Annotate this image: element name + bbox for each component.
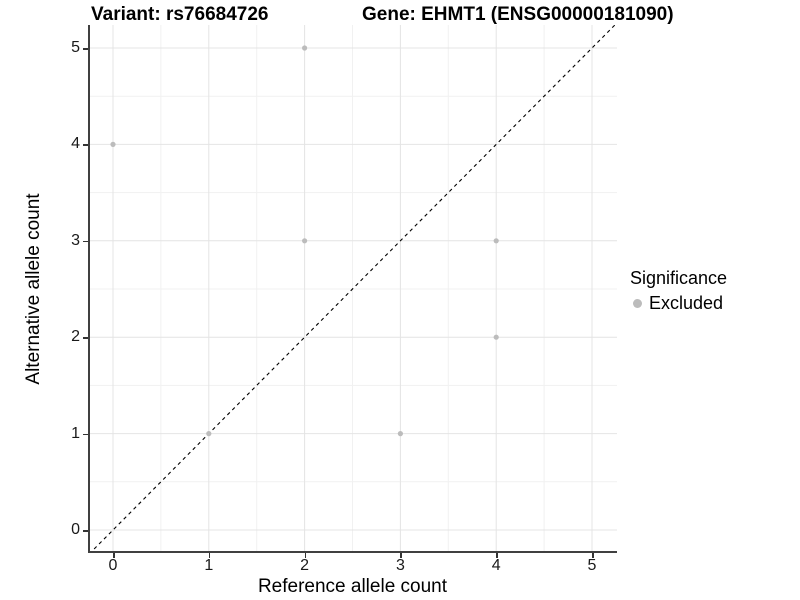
scatter-plot-canvas <box>88 25 617 553</box>
variant-title: Variant: rs76684726 <box>91 4 269 25</box>
x-tick-label: 2 <box>300 557 310 574</box>
y-tick-label: 1 <box>71 424 80 442</box>
data-point <box>397 431 403 437</box>
data-point <box>206 431 212 437</box>
x-axis-title: Reference allele count <box>257 576 448 597</box>
data-point <box>493 238 499 244</box>
gene-title: Gene: EHMT1 (ENSG00000181090) <box>362 4 674 25</box>
excluded-point-icon <box>633 299 642 308</box>
plot-panel <box>88 25 617 553</box>
tick-mark <box>83 337 88 339</box>
x-tick-label: 4 <box>491 557 501 574</box>
tick-mark <box>496 553 498 558</box>
tick-mark <box>592 553 594 558</box>
legend-entry-label: Excluded <box>649 293 724 313</box>
tick-mark <box>83 240 88 243</box>
legend-entry-excluded: Excluded <box>630 293 727 314</box>
y-tick-label: 4 <box>71 135 80 153</box>
y-tick-label: 5 <box>71 39 80 56</box>
x-tick-label: 3 <box>395 557 405 574</box>
legend-title: Significance <box>630 268 728 288</box>
tick-mark <box>113 553 115 558</box>
tick-mark <box>304 553 307 558</box>
x-tick-label: 5 <box>587 557 597 574</box>
tick-mark <box>83 144 88 146</box>
y-tick-label: 2 <box>71 328 80 346</box>
tick-mark <box>83 48 88 50</box>
tick-mark <box>400 553 402 558</box>
y-tick-label: 0 <box>71 521 80 538</box>
tick-mark <box>83 530 88 532</box>
legend: Significance Excluded <box>630 268 727 314</box>
data-point <box>302 238 308 244</box>
tick-mark <box>83 433 88 436</box>
y-axis-title: Alternative allele count <box>23 193 44 385</box>
data-point <box>110 141 116 147</box>
data-point <box>493 334 499 340</box>
x-tick-label: 1 <box>204 557 214 574</box>
tick-mark <box>208 553 211 558</box>
data-point <box>302 45 308 51</box>
y-tick-label: 3 <box>71 231 80 249</box>
x-tick-label: 0 <box>108 557 118 574</box>
identity-dashed-line <box>89 25 616 553</box>
